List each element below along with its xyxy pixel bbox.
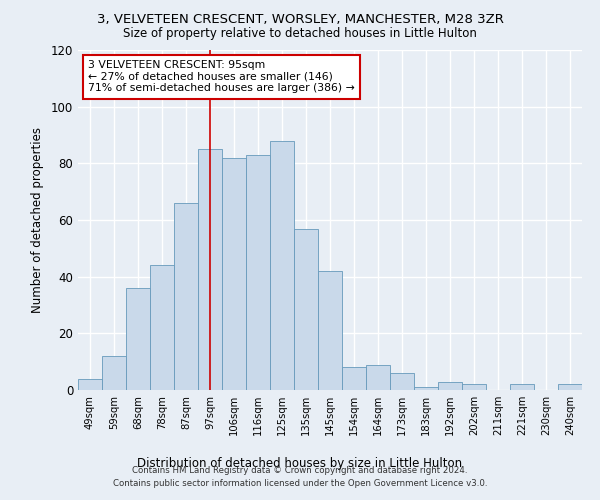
Bar <box>294 228 318 390</box>
Bar <box>510 384 534 390</box>
Bar <box>198 149 222 390</box>
Text: Contains HM Land Registry data © Crown copyright and database right 2024.
Contai: Contains HM Land Registry data © Crown c… <box>113 466 487 487</box>
Bar <box>78 378 102 390</box>
Bar <box>174 203 198 390</box>
Text: 3 VELVETEEN CRESCENT: 95sqm
← 27% of detached houses are smaller (146)
71% of se: 3 VELVETEEN CRESCENT: 95sqm ← 27% of det… <box>88 60 355 94</box>
Bar <box>414 387 438 390</box>
Bar <box>558 384 582 390</box>
Bar <box>438 382 462 390</box>
Text: 3, VELVETEEN CRESCENT, WORSLEY, MANCHESTER, M28 3ZR: 3, VELVETEEN CRESCENT, WORSLEY, MANCHEST… <box>97 12 503 26</box>
Bar <box>150 266 174 390</box>
Y-axis label: Number of detached properties: Number of detached properties <box>31 127 44 313</box>
Bar <box>366 364 390 390</box>
Text: Size of property relative to detached houses in Little Hulton: Size of property relative to detached ho… <box>123 28 477 40</box>
Bar <box>222 158 246 390</box>
Bar <box>390 373 414 390</box>
Bar <box>342 368 366 390</box>
Bar <box>318 271 342 390</box>
Bar <box>462 384 486 390</box>
Text: Distribution of detached houses by size in Little Hulton: Distribution of detached houses by size … <box>137 458 463 470</box>
Bar <box>270 140 294 390</box>
Bar <box>126 288 150 390</box>
Bar <box>102 356 126 390</box>
Bar <box>246 155 270 390</box>
